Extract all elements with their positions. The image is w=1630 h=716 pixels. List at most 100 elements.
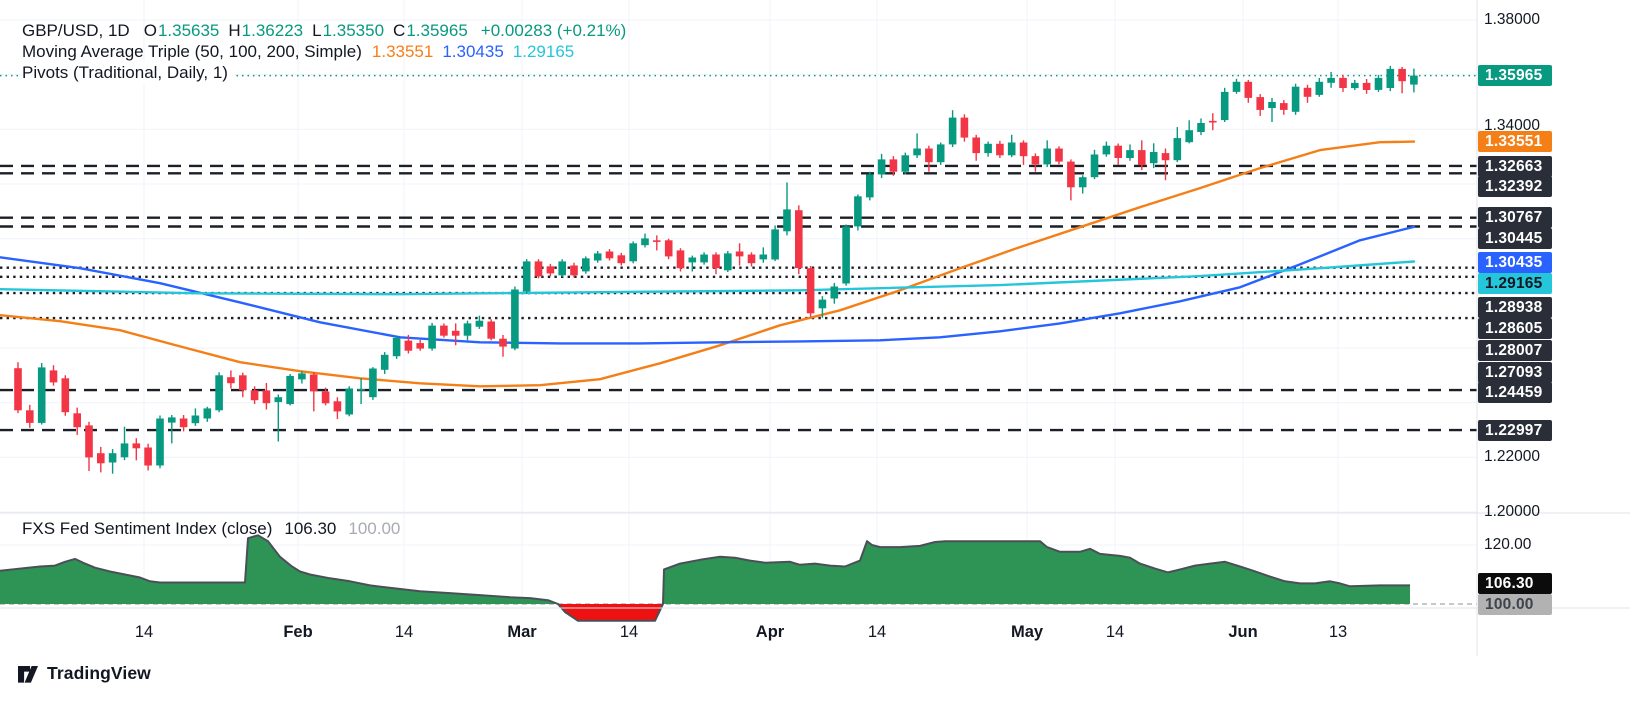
ohlc-high: H1.36223 — [228, 21, 304, 40]
candle-body — [522, 261, 531, 292]
ma50-value: 1.33551 — [371, 42, 434, 61]
candle-body — [1386, 68, 1395, 88]
candle-body — [475, 320, 484, 327]
candle-body — [369, 368, 377, 398]
candle-body — [1031, 156, 1040, 165]
candle-body — [936, 144, 945, 163]
candle-body — [1351, 82, 1359, 89]
candle-body — [1209, 120, 1217, 123]
candle-body — [250, 390, 259, 401]
candle-body — [120, 443, 129, 458]
candle-body — [37, 367, 46, 423]
candle-body — [499, 338, 507, 347]
candle-body — [1067, 161, 1075, 188]
ohlc-low: L1.35350 — [312, 21, 385, 40]
candle-body — [440, 325, 448, 336]
candle-body — [712, 254, 720, 269]
tradingview-watermark[interactable]: TradingView — [16, 661, 151, 685]
candle-body — [783, 209, 791, 232]
candle-body — [1244, 81, 1253, 98]
candle-body — [972, 137, 980, 154]
candle-body — [854, 196, 862, 227]
candle-body — [1185, 130, 1193, 143]
candle-body — [1339, 77, 1347, 88]
candle-body — [830, 286, 839, 299]
candle-body — [558, 261, 566, 276]
candle-body — [1303, 87, 1312, 97]
candle-body — [877, 159, 886, 175]
candle-body — [901, 155, 910, 172]
candle-body — [1078, 177, 1087, 188]
sentiment-indicator-title: FXS Fed Sentiment Index (close) — [22, 519, 273, 538]
sentiment-area-positive — [0, 535, 558, 604]
candle-body — [1173, 138, 1182, 161]
candle-body — [948, 117, 957, 145]
candle-body — [463, 323, 472, 336]
change-value: +0.00283 (+0.21%) — [480, 21, 627, 40]
candle-body — [274, 397, 283, 403]
candle-body — [1197, 123, 1205, 132]
pivots-legend-row[interactable]: Pivots (Traditional, Daily, 1) — [22, 62, 626, 83]
candle-body — [629, 243, 637, 262]
candle-body — [1268, 102, 1276, 108]
candle-body — [913, 148, 921, 156]
candle-body — [428, 325, 436, 349]
candle-body — [61, 378, 70, 413]
candle-body — [889, 159, 898, 172]
candle-body — [97, 453, 105, 464]
tradingview-logo-icon — [18, 666, 38, 683]
candle-body — [1090, 154, 1099, 178]
candle-body — [179, 418, 188, 428]
ohlc-close: C1.35965 — [393, 21, 468, 40]
candle-body — [747, 254, 756, 264]
candle-body — [451, 330, 460, 336]
candle-body — [380, 354, 389, 370]
candle-body — [73, 413, 81, 428]
candle-body — [925, 148, 933, 163]
candle-body — [534, 261, 543, 277]
candle-body — [1102, 145, 1111, 155]
candle-body — [203, 408, 212, 419]
symbol-title: GBP/USD, 1D — [22, 21, 130, 40]
candle-body — [298, 373, 306, 380]
ma200-value: 1.29165 — [512, 42, 575, 61]
candle-body — [1149, 152, 1158, 164]
symbol-legend-row[interactable]: GBP/USD, 1D O1.35635 H1.36223 L1.35350 C… — [22, 20, 626, 41]
sentiment-legend-row[interactable]: FXS Fed Sentiment Index (close) 106.30 1… — [22, 519, 400, 539]
candle-body — [144, 447, 152, 466]
watermark-brand-text: TradingView — [47, 662, 151, 683]
ma-200-line — [0, 260, 1416, 296]
candle-body — [168, 417, 176, 423]
sentiment-area-positive — [663, 541, 1410, 604]
candle-body — [735, 251, 744, 257]
candle-body — [664, 240, 673, 257]
candle-body — [653, 240, 661, 242]
ma-100-line — [0, 225, 1416, 345]
candle-body — [132, 443, 141, 449]
candle-body — [1362, 82, 1371, 90]
candle-body — [1327, 77, 1335, 83]
candle-body — [842, 226, 850, 284]
candle-body — [1007, 142, 1016, 156]
ma-50-line — [0, 140, 1416, 388]
sentiment-current-value: 106.30 — [284, 519, 337, 538]
candle-body — [724, 253, 732, 271]
candle-body — [806, 268, 815, 314]
candle-body — [1256, 97, 1264, 110]
ma100-value: 1.30435 — [442, 42, 504, 61]
pivots-indicator-title: Pivots (Traditional, Daily, 1) — [22, 62, 234, 83]
candle-body — [771, 229, 779, 260]
ma-legend-row[interactable]: Moving Average Triple (50, 100, 200, Sim… — [22, 41, 626, 62]
candle-body — [191, 415, 200, 424]
candle-body — [215, 375, 223, 411]
candle-body — [641, 238, 649, 246]
candle-body — [582, 258, 590, 272]
candle-body — [511, 289, 519, 349]
candle-body — [404, 340, 413, 351]
candle-body — [676, 250, 685, 269]
candle-body — [239, 375, 247, 391]
candle-body — [818, 299, 827, 309]
candle-body — [1126, 150, 1134, 158]
